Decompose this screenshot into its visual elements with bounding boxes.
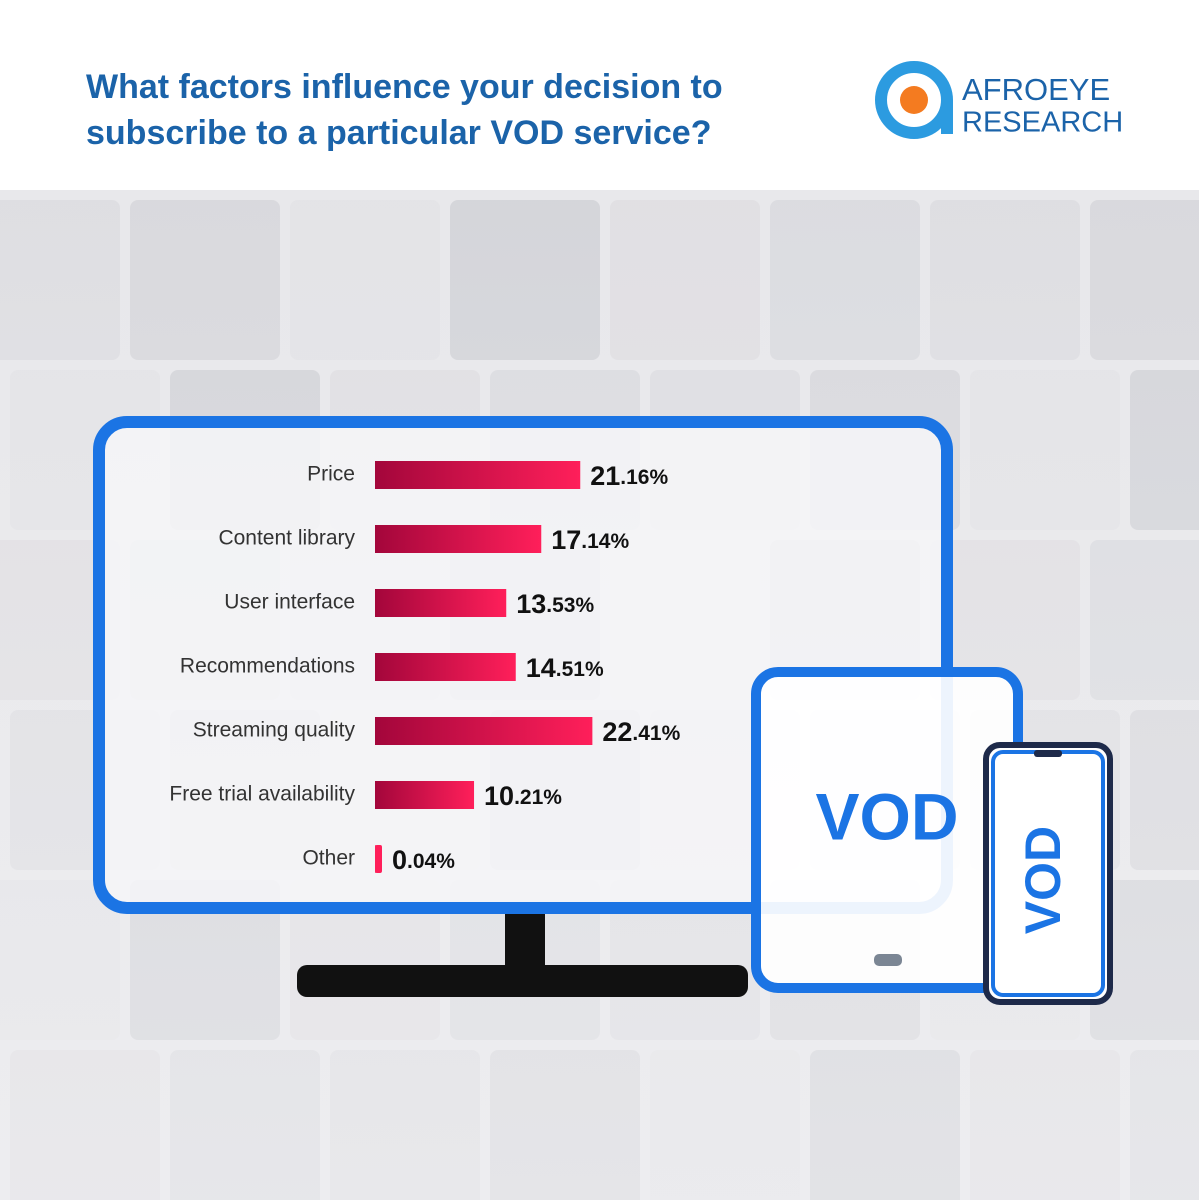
value-label: 22.41% bbox=[602, 717, 680, 747]
category-label: User interface bbox=[224, 591, 355, 614]
bar bbox=[375, 653, 516, 681]
category-label: Content library bbox=[218, 527, 355, 550]
value-label: 21.16% bbox=[590, 461, 668, 491]
bar bbox=[375, 589, 507, 617]
category-label: Other bbox=[302, 847, 355, 870]
value-label: 14.51% bbox=[526, 653, 604, 683]
value-label: 17.14% bbox=[551, 525, 629, 555]
category-label: Streaming quality bbox=[193, 719, 356, 742]
phone-notch bbox=[1034, 750, 1062, 757]
category-label: Free trial availability bbox=[169, 783, 355, 806]
monitor bbox=[93, 416, 953, 914]
monitor-base bbox=[297, 965, 748, 997]
logo-stem bbox=[941, 100, 953, 134]
category-label: Recommendations bbox=[180, 655, 355, 678]
category-label: Price bbox=[307, 463, 355, 486]
logo-text: RESEARCH bbox=[962, 107, 1123, 139]
bar bbox=[375, 525, 542, 553]
device-label: VOD bbox=[815, 779, 958, 853]
monitor-neck bbox=[505, 905, 545, 970]
chart-title: What factors influence your decision to … bbox=[86, 68, 723, 152]
bar bbox=[375, 717, 593, 745]
logo-text: AFROEYE bbox=[962, 72, 1110, 107]
device-label: VOD bbox=[1015, 826, 1071, 934]
value-label: 0.04% bbox=[392, 845, 455, 875]
logo-dot bbox=[900, 86, 928, 114]
bar bbox=[375, 461, 581, 489]
header bbox=[0, 0, 1199, 190]
value-label: 13.53% bbox=[516, 589, 594, 619]
value-label: 10.21% bbox=[484, 781, 562, 811]
tablet-button bbox=[874, 954, 902, 966]
bar bbox=[375, 781, 475, 809]
bar-stub bbox=[375, 845, 382, 873]
